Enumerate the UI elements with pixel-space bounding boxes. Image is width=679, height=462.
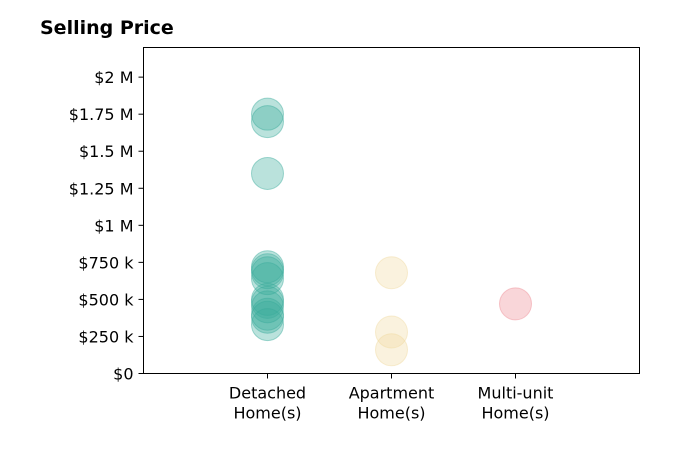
data-point — [375, 315, 408, 349]
y-tick-label: $1.25 M — [69, 179, 134, 198]
y-axis: $0 $250 k $500 k $750 k $1 M $1.25 M $1.5 M $1.… — [69, 68, 144, 384]
x-axis: DetachedHome(s)ApartmentHome(s)Multi-uni… — [229, 373, 554, 423]
data-point — [251, 297, 284, 331]
data-point — [499, 287, 532, 321]
data-point — [375, 256, 408, 290]
y-tick-label: $750 k — [78, 253, 134, 272]
data-point — [251, 250, 284, 284]
x-tick-label: Apartment — [349, 384, 435, 403]
x-tick-label: Home(s) — [357, 404, 425, 423]
data-point — [251, 156, 284, 190]
y-tick-label: $500 k — [78, 290, 134, 309]
y-tick-label: $250 k — [78, 327, 134, 346]
data-point — [251, 290, 284, 324]
data-point — [251, 253, 284, 287]
data-point — [375, 333, 408, 367]
data-point — [251, 262, 284, 296]
y-tick-label: $1.75 M — [69, 105, 134, 124]
data-point — [251, 300, 284, 334]
chart-title: Selling Price — [40, 17, 174, 39]
data-point — [251, 105, 284, 139]
y-tick-label: $1 M — [94, 216, 133, 235]
y-tick-label: $2 M — [94, 68, 133, 87]
y-tick-label: $1.5 M — [79, 142, 134, 161]
data-point — [251, 282, 284, 316]
data-points — [251, 97, 532, 367]
x-tick-label: Multi-unit — [478, 384, 554, 403]
x-tick-label: Home(s) — [481, 404, 549, 423]
x-tick-label: Detached — [229, 384, 306, 403]
y-tick-label: $0 — [113, 365, 133, 384]
data-point — [251, 308, 284, 342]
data-point — [251, 285, 284, 319]
x-tick-label: Home(s) — [233, 404, 301, 423]
data-point — [251, 97, 284, 131]
data-point — [251, 256, 284, 290]
